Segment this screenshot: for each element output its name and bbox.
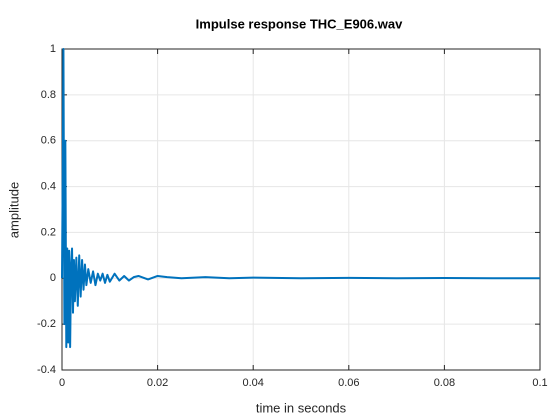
y-tick-label: 0.8 [41,89,56,101]
y-axis-label: amplitude [6,182,21,238]
y-tick-label: -0.2 [37,318,56,330]
x-tick-label: 0.06 [338,377,359,389]
x-tick-label: 0.08 [434,377,455,389]
y-tick-label: 0.6 [41,135,56,147]
y-tick-label: 0.2 [41,226,56,238]
y-tick-label: 0.4 [41,180,56,192]
x-tick-label: 0.1 [532,377,547,389]
x-tick-label: 0 [59,377,65,389]
data-line [61,48,540,349]
y-tick-label: 1 [50,43,56,55]
x-tick-label: 0.02 [147,377,168,389]
x-tick-label: 0.04 [242,377,263,389]
y-tick-label: 0 [50,272,56,284]
y-tick-label: -0.4 [37,364,56,376]
chart-title: Impulse response THC_E906.wav [196,16,403,31]
x-axis-label: time in seconds [256,400,347,415]
